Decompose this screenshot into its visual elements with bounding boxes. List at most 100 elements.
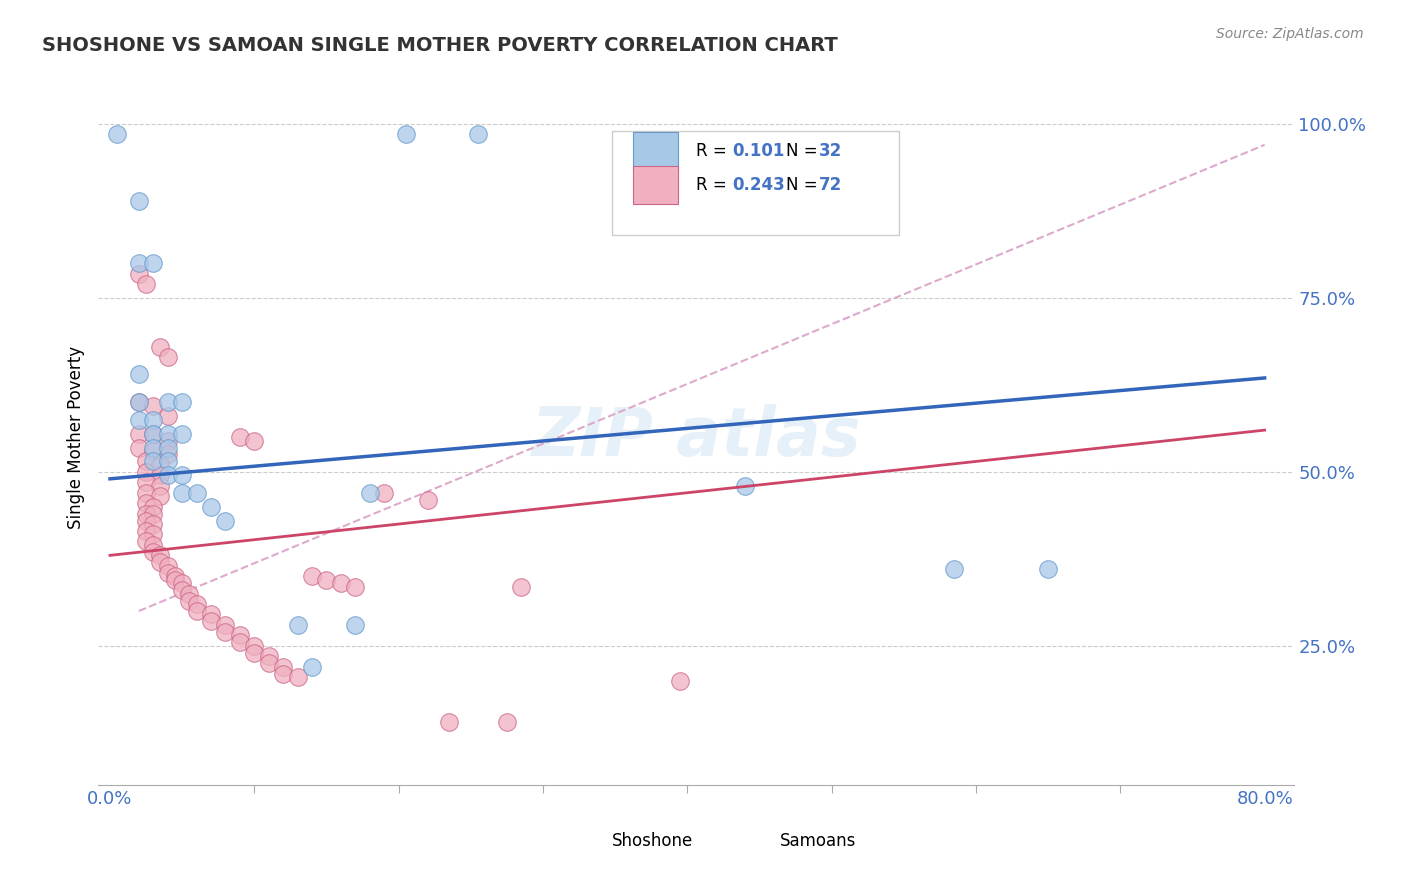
Point bbox=[142, 399, 165, 413]
Point bbox=[373, 485, 395, 500]
Text: N =: N = bbox=[786, 176, 823, 194]
Text: R =: R = bbox=[696, 176, 733, 194]
Point bbox=[142, 516, 165, 531]
Point bbox=[128, 256, 150, 270]
Point bbox=[1036, 562, 1059, 576]
Point bbox=[257, 649, 280, 664]
Point bbox=[149, 468, 172, 483]
Point bbox=[359, 485, 381, 500]
Text: N =: N = bbox=[786, 143, 823, 161]
Text: 32: 32 bbox=[820, 143, 842, 161]
Point bbox=[156, 426, 179, 441]
Point bbox=[186, 604, 208, 618]
Point bbox=[135, 475, 157, 490]
Point bbox=[135, 465, 157, 479]
Point bbox=[149, 340, 172, 354]
FancyBboxPatch shape bbox=[633, 166, 678, 204]
Point bbox=[156, 447, 179, 462]
Point bbox=[271, 659, 294, 673]
Point bbox=[214, 618, 236, 632]
Point bbox=[163, 573, 186, 587]
Point bbox=[301, 569, 323, 583]
Text: R =: R = bbox=[696, 143, 733, 161]
Point bbox=[229, 635, 252, 649]
Point bbox=[172, 426, 194, 441]
Point bbox=[172, 395, 194, 409]
Point bbox=[214, 514, 236, 528]
Text: Shoshone: Shoshone bbox=[613, 831, 693, 849]
Point bbox=[142, 426, 165, 441]
Point bbox=[128, 267, 150, 281]
Point bbox=[149, 489, 172, 503]
Point bbox=[135, 534, 157, 549]
Point bbox=[149, 549, 172, 563]
Point bbox=[301, 659, 323, 673]
Text: 0.243: 0.243 bbox=[733, 176, 785, 194]
Point bbox=[271, 666, 294, 681]
Point bbox=[128, 368, 150, 382]
Point bbox=[149, 458, 172, 472]
Point bbox=[510, 580, 533, 594]
Point bbox=[172, 576, 194, 591]
Text: Source: ZipAtlas.com: Source: ZipAtlas.com bbox=[1216, 27, 1364, 41]
Point bbox=[669, 673, 692, 688]
Point bbox=[172, 485, 194, 500]
Y-axis label: Single Mother Poverty: Single Mother Poverty bbox=[66, 345, 84, 529]
Point bbox=[142, 441, 165, 455]
Point bbox=[142, 538, 165, 552]
Point bbox=[128, 194, 150, 208]
Point bbox=[467, 128, 489, 142]
Point bbox=[142, 500, 165, 514]
Point bbox=[243, 434, 266, 448]
Point bbox=[142, 527, 165, 541]
Point bbox=[128, 441, 150, 455]
Point bbox=[149, 479, 172, 493]
FancyBboxPatch shape bbox=[613, 131, 900, 235]
FancyBboxPatch shape bbox=[565, 820, 606, 855]
Text: Samoans: Samoans bbox=[779, 831, 856, 849]
Point bbox=[149, 555, 172, 569]
Text: 72: 72 bbox=[820, 176, 842, 194]
Point bbox=[142, 444, 165, 458]
Point bbox=[135, 524, 157, 538]
Point bbox=[135, 485, 157, 500]
Point bbox=[128, 395, 150, 409]
Point bbox=[142, 412, 165, 427]
Point bbox=[156, 468, 179, 483]
Point bbox=[243, 639, 266, 653]
Text: ZIP atlas: ZIP atlas bbox=[531, 404, 860, 470]
Point bbox=[200, 607, 222, 622]
Point bbox=[156, 454, 179, 468]
Point bbox=[135, 514, 157, 528]
FancyBboxPatch shape bbox=[633, 132, 678, 170]
Text: SHOSHONE VS SAMOAN SINGLE MOTHER POVERTY CORRELATION CHART: SHOSHONE VS SAMOAN SINGLE MOTHER POVERTY… bbox=[42, 36, 838, 54]
Point bbox=[142, 426, 165, 441]
Point bbox=[142, 545, 165, 559]
Point bbox=[142, 454, 165, 468]
Point bbox=[156, 409, 179, 424]
Point bbox=[135, 277, 157, 291]
Point bbox=[172, 468, 194, 483]
Point bbox=[243, 646, 266, 660]
Point bbox=[105, 128, 128, 142]
Point bbox=[395, 128, 418, 142]
Point bbox=[156, 434, 179, 448]
Point bbox=[200, 615, 222, 629]
Point bbox=[437, 715, 460, 730]
Point bbox=[128, 412, 150, 427]
Point bbox=[135, 454, 157, 468]
Point bbox=[186, 485, 208, 500]
FancyBboxPatch shape bbox=[744, 820, 786, 855]
Point bbox=[142, 507, 165, 521]
Point bbox=[156, 441, 179, 455]
Point bbox=[315, 573, 337, 587]
Point bbox=[257, 657, 280, 671]
Point bbox=[229, 628, 252, 642]
Point bbox=[179, 593, 201, 607]
Point bbox=[179, 587, 201, 601]
Point bbox=[287, 670, 309, 684]
Point bbox=[943, 562, 966, 576]
Point bbox=[163, 569, 186, 583]
Point bbox=[128, 395, 150, 409]
Point bbox=[186, 597, 208, 611]
